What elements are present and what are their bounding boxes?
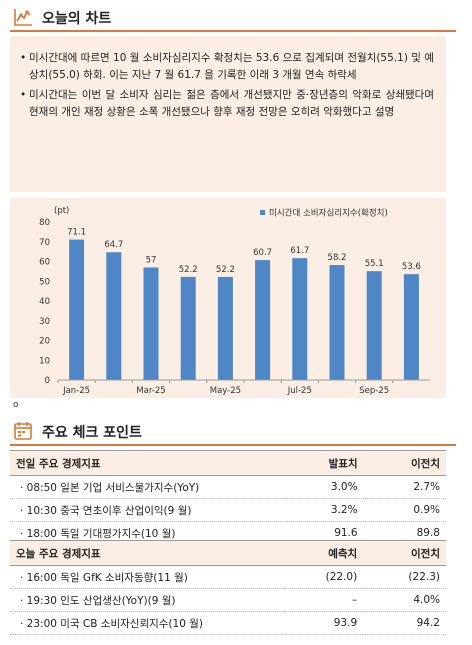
bar-Feb-25 bbox=[106, 252, 122, 380]
table-row: · 23:00 미국 CB 소비자신뢰지수(10 월) 93.9 94.2 bbox=[10, 611, 446, 635]
bar-Sep-25 bbox=[366, 271, 382, 380]
summary-panel: 미시간대에 따르면 10 월 소비자심리지수 확정치는 53.6 으로 집계되며… bbox=[10, 36, 446, 192]
bar-May-25 bbox=[217, 276, 233, 380]
x-tick-label: Jan-25 bbox=[62, 386, 90, 396]
indicator-name: · 19:30 인도 산업생산(YoY)(9 월) bbox=[10, 588, 286, 612]
indicator-name: · 10:30 중국 연초이후 산업이익(9 월) bbox=[10, 498, 287, 522]
y-tick-label: 10 bbox=[39, 356, 50, 366]
bars: 71.1 64.7 57 52.2 52.2 60.7 61.7 58.2 55.1 53.6 bbox=[67, 228, 421, 380]
bar-Jul-25 bbox=[292, 258, 308, 380]
indicator-name: · 23:00 미국 CB 소비자신뢰지수(10 월) bbox=[10, 611, 286, 635]
bar-chart: (pt) 미시간대 소비자심리지수(확정치) 0 10 20 30 40 50 60 70 80… bbox=[10, 198, 446, 398]
col-header-indicator: 오늘 주요 경제지표 bbox=[10, 540, 286, 566]
bar-Oct-25 bbox=[403, 274, 419, 380]
bar-Aug-25 bbox=[329, 265, 345, 380]
legend-label: 미시간대 소비자심리지수(확정치) bbox=[269, 208, 388, 219]
legend-swatch bbox=[260, 210, 265, 215]
today-indicators-table: 오늘 주요 경제지표 예측치 이전치 · 16:00 독일 GfK 소비자동향(… bbox=[10, 540, 446, 635]
table-row: · 18:00 독일 기대평가지수(10 월) 91.6 89.8 bbox=[10, 521, 446, 545]
previous-value: 2.7% bbox=[363, 475, 446, 499]
col-header-indicator: 전일 주요 경제지표 bbox=[10, 450, 287, 476]
bar-value-label: 55.1 bbox=[365, 259, 384, 269]
col-header-actual: 발표치 bbox=[286, 450, 364, 476]
y-tick-label: 80 bbox=[39, 218, 50, 228]
previous-value: 0.9% bbox=[363, 498, 446, 522]
x-tick-label: Jul-25 bbox=[287, 386, 312, 396]
y-tick-label: 30 bbox=[39, 317, 50, 327]
y-unit-label: (pt) bbox=[54, 206, 69, 216]
section-rule bbox=[10, 30, 456, 32]
x-tick-label: Mar-25 bbox=[136, 386, 165, 396]
summary-bullet-2: 미시간대는 이번 달 소비자 심리는 젊은 층에서 개선됐지만 중·장년층의 악… bbox=[20, 87, 434, 121]
summary-bullet-1: 미시간대에 따르면 10 월 소비자심리지수 확정치는 53.6 으로 집계되며… bbox=[20, 50, 434, 84]
bar-value-label: 52.2 bbox=[179, 265, 198, 275]
bar-value-label: 53.6 bbox=[402, 262, 421, 272]
y-tick-label: 70 bbox=[39, 238, 50, 248]
forecast-value: (22.0) bbox=[285, 565, 364, 589]
bar-Jan-25 bbox=[69, 239, 85, 380]
bar-value-label: 60.7 bbox=[253, 248, 272, 258]
indicator-name: · 08:50 일본 기업 서비스물가지수(YoY) bbox=[10, 475, 287, 499]
previous-value: (22.3) bbox=[363, 565, 446, 589]
col-header-previous: 이전치 bbox=[363, 540, 446, 566]
bar-Apr-25 bbox=[180, 276, 196, 380]
section-title: 오늘의 차트 bbox=[42, 11, 112, 27]
x-axis: Jan-25 Mar-25 May-25 Jul-25 Sep-25 bbox=[57, 379, 430, 396]
note-mark: o bbox=[13, 400, 19, 410]
chart-legend: 미시간대 소비자심리지수(확정치) bbox=[260, 208, 388, 219]
col-header-forecast: 예측치 bbox=[285, 540, 364, 566]
table-row: · 08:50 일본 기업 서비스물가지수(YoY) 3.0% 2.7% bbox=[10, 475, 446, 499]
bar-value-label: 58.2 bbox=[328, 253, 347, 263]
bar-Mar-25 bbox=[143, 267, 159, 380]
bar-value-label: 52.2 bbox=[216, 265, 235, 275]
table-header-row: 전일 주요 경제지표 발표치 이전치 bbox=[10, 450, 446, 476]
previous-day-indicators-table: 전일 주요 경제지표 발표치 이전치 · 08:50 일본 기업 서비스물가지수… bbox=[10, 450, 446, 545]
section-header-todays-chart: 오늘의 차트 bbox=[0, 4, 472, 32]
section-title: 주요 체크 포인트 bbox=[42, 425, 142, 441]
bar-Jun-25 bbox=[255, 260, 271, 380]
bar-value-label: 64.7 bbox=[104, 240, 123, 250]
forecast-value: – bbox=[285, 588, 364, 612]
table-header-row: 오늘 주요 경제지표 예측치 이전치 bbox=[10, 540, 446, 566]
forecast-value: 93.9 bbox=[285, 611, 364, 635]
previous-value: 4.0% bbox=[363, 588, 446, 612]
col-header-previous: 이전치 bbox=[363, 450, 446, 476]
table-row: · 10:30 중국 연초이후 산업이익(9 월) 3.2% 0.9% bbox=[10, 498, 446, 522]
indicator-name: · 16:00 독일 GfK 소비자동향(11 월) bbox=[10, 565, 286, 589]
bar-value-label: 71.1 bbox=[67, 228, 86, 238]
table-row: · 16:00 독일 GfK 소비자동향(11 월) (22.0) (22.3) bbox=[10, 565, 446, 589]
section-header-check-points: 주요 체크 포인트 bbox=[0, 418, 472, 446]
y-tick-label: 0 bbox=[45, 376, 50, 386]
calendar-icon bbox=[14, 422, 32, 440]
actual-value: 3.2% bbox=[286, 498, 364, 522]
x-tick-label: May-25 bbox=[210, 386, 241, 396]
y-tick-label: 60 bbox=[39, 258, 50, 268]
bar-value-label: 57 bbox=[146, 255, 157, 265]
previous-value: 94.2 bbox=[363, 611, 446, 635]
table-row: · 19:30 인도 산업생산(YoY)(9 월) – 4.0% bbox=[10, 588, 446, 612]
section-rule bbox=[10, 444, 456, 446]
x-tick-label: Sep-25 bbox=[359, 386, 389, 396]
y-tick-label: 40 bbox=[39, 297, 50, 307]
actual-value: 3.0% bbox=[286, 475, 364, 499]
y-tick-label: 50 bbox=[39, 277, 50, 287]
y-axis: 0 10 20 30 40 50 60 70 80 bbox=[39, 218, 50, 386]
line-chart-icon bbox=[14, 9, 32, 26]
bar-value-label: 61.7 bbox=[290, 246, 309, 256]
y-tick-label: 20 bbox=[39, 337, 50, 347]
